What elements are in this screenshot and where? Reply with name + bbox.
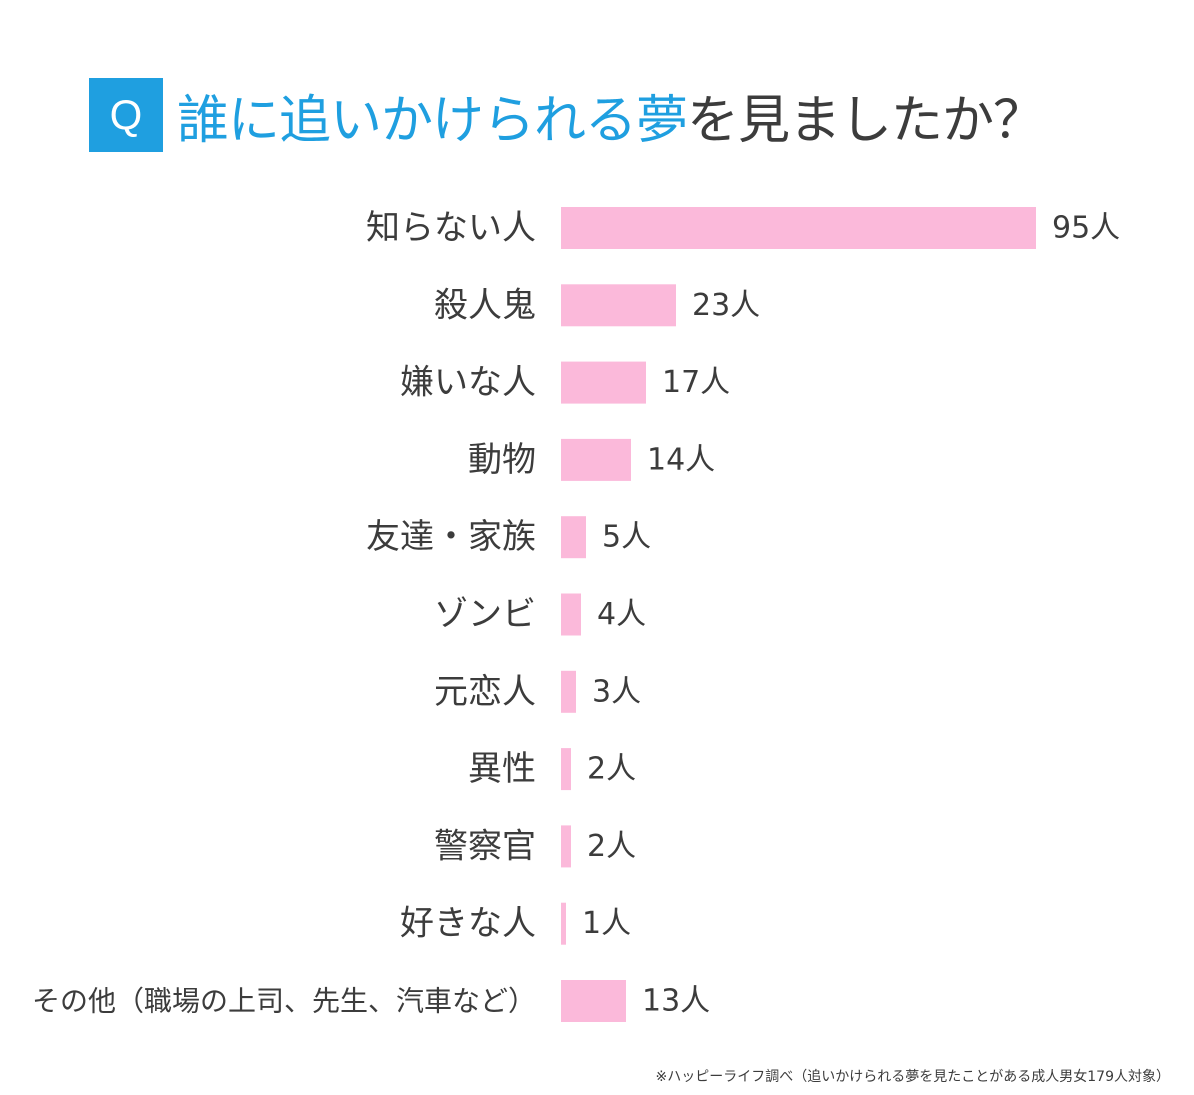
value-label: 13人 [642, 984, 710, 1019]
bar [561, 748, 571, 791]
value-label: 5人 [602, 520, 651, 555]
value-label: 2人 [587, 829, 636, 864]
category-label: 嫌いな人 [400, 363, 536, 403]
bar [561, 207, 1036, 249]
category-label: 知らない人 [366, 208, 536, 248]
footnote: ※ハッピーライフ調べ（追いかけられる夢を見たことがある成人男女179人対象） [655, 1069, 1170, 1085]
category-label: 異性 [468, 749, 536, 789]
title-text: 誰に追いかけられる夢を見ましたか？ [177, 78, 1045, 153]
bar [561, 284, 676, 327]
category-label: 好きな人 [400, 904, 536, 944]
value-label: 17人 [662, 365, 730, 400]
category-label: 動物 [468, 440, 536, 480]
bar [561, 593, 581, 636]
category-label: 警察官 [434, 826, 536, 866]
category-label: 元恋人 [434, 672, 536, 712]
bar [561, 438, 631, 481]
chart-title: Q 誰に追いかけられる夢を見ましたか？ [89, 78, 1045, 153]
value-label: 4人 [597, 597, 646, 632]
value-label: 2人 [587, 752, 636, 787]
category-label: 友達・家族 [366, 517, 536, 557]
bar [561, 516, 586, 559]
category-label: ゾンビ [434, 595, 536, 635]
value-label: 1人 [582, 906, 631, 941]
value-label: 23人 [692, 288, 760, 323]
bar [561, 670, 576, 713]
bar [561, 902, 566, 945]
value-label: 95人 [1052, 211, 1120, 246]
title-rest: を見ましたか？ [687, 90, 1045, 151]
category-label: その他（職場の上司、先生、汽車など） [32, 985, 536, 1018]
value-label: 3人 [592, 674, 641, 709]
bar [561, 980, 626, 1022]
category-label: 殺人鬼 [434, 285, 536, 325]
bar [561, 825, 571, 868]
value-label: 14人 [647, 442, 715, 477]
bar [561, 361, 646, 404]
title-highlight: 誰に追いかけられる夢 [177, 90, 688, 151]
question-badge: Q [89, 78, 163, 152]
